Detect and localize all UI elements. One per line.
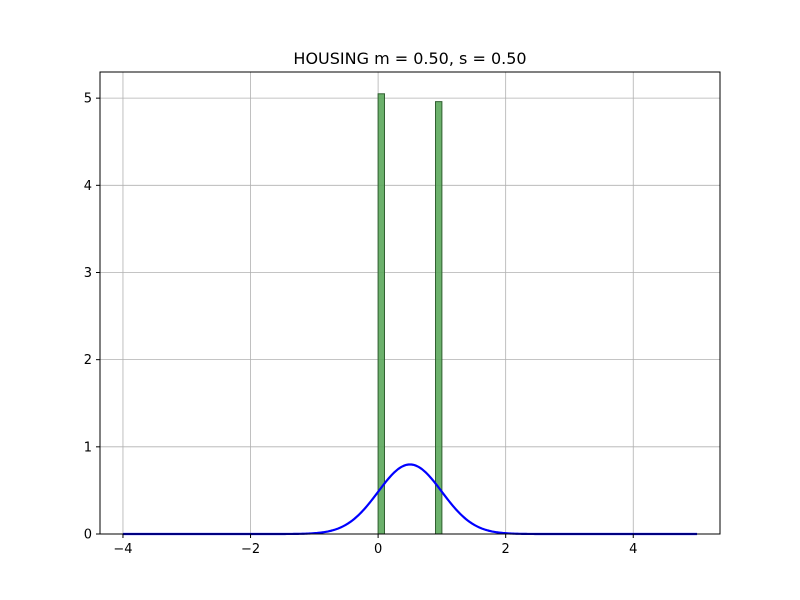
y-tick-label: 5 xyxy=(84,92,92,107)
y-tick-label: 1 xyxy=(84,440,92,455)
x-tick-label: 0 xyxy=(374,542,382,557)
axes-frame xyxy=(99,71,721,535)
chart-title: HOUSING m = 0.50, s = 0.50 xyxy=(293,49,526,68)
x-tick-label: 2 xyxy=(502,542,510,557)
y-tick-label: 3 xyxy=(84,266,92,281)
histogram-bar xyxy=(377,93,385,535)
histogram-bar xyxy=(435,101,443,535)
axis-ticks: −4 −2 0 2 4 0 1 2 3 4 5 xyxy=(84,92,638,557)
y-tick-label: 2 xyxy=(84,353,92,368)
x-tick-label: 4 xyxy=(629,542,637,557)
y-tick-label: 0 xyxy=(84,528,92,543)
x-tick-label: −4 xyxy=(113,542,132,557)
y-tick-label: 4 xyxy=(84,179,92,194)
x-tick-label: −2 xyxy=(241,542,260,557)
